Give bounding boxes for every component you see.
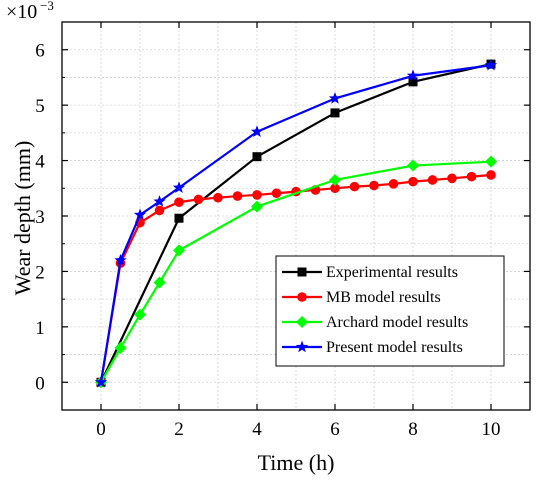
x-tick-label: 8 (408, 419, 418, 440)
legend-label: Archard model results (326, 314, 468, 331)
data-point-square (330, 108, 340, 118)
data-point-circle (174, 197, 184, 207)
y-tick-label: 5 (35, 96, 45, 117)
legend-entry: Present model results (282, 339, 463, 356)
data-point-circle (252, 190, 262, 200)
x-tick-label: 10 (482, 419, 501, 440)
legend-entry: Experimental results (282, 264, 458, 281)
data-point-circle (408, 176, 418, 187)
data-point-circle (330, 183, 340, 194)
data-point-diamond (134, 308, 146, 321)
data-point-diamond (485, 155, 497, 168)
x-tick-label: 0 (96, 419, 106, 440)
data-point-circle (447, 173, 457, 184)
data-point-circle (388, 179, 399, 189)
data-point-star (484, 58, 498, 71)
data-point-circle (154, 205, 165, 216)
series-line (100, 63, 492, 383)
data-point-star (328, 91, 342, 104)
legend-entry: Archard model results (282, 314, 468, 331)
data-point-star (133, 208, 147, 221)
data-point-circle (193, 194, 204, 205)
y-tick-label: 2 (35, 262, 45, 283)
series-group (94, 58, 498, 389)
y-multiplier-base: ×10 (6, 1, 37, 23)
data-point-diamond (251, 200, 263, 213)
data-point-star (295, 340, 309, 353)
x-tick-label: 6 (330, 419, 340, 440)
data-point-star (406, 69, 420, 82)
y-tick-label: 1 (35, 318, 45, 339)
gridlines (62, 22, 530, 410)
data-point-circle (232, 191, 243, 201)
data-point-circle (466, 171, 477, 182)
data-point-star (250, 125, 264, 138)
data-point-circle (271, 188, 282, 199)
x-tick-label: 4 (252, 419, 262, 440)
data-point-star (172, 181, 186, 193)
data-point-square (297, 267, 307, 277)
data-point-circle (427, 175, 438, 185)
y-multiplier-exponent: −3 (40, 0, 54, 13)
axis-ticks: 0 2 4 6 8 10 0 1 2 3 4 5 6 (35, 21, 530, 440)
data-point-diamond (407, 159, 419, 172)
data-point-diamond (296, 316, 308, 328)
legend-label: Present model results (326, 339, 463, 356)
data-point-diamond (153, 276, 166, 289)
legend: Experimental results MB model results Arch… (275, 255, 505, 367)
y-axis-title: Wear depth (mm) (10, 141, 35, 296)
data-point-circle (213, 192, 223, 203)
data-point-circle (349, 181, 360, 192)
series-star (94, 58, 498, 388)
y-tick-label: 3 (35, 207, 45, 228)
legend-label: MB model results (326, 289, 441, 306)
data-point-diamond (173, 244, 185, 257)
data-point-circle (297, 292, 307, 302)
data-point-square (252, 152, 262, 162)
y-tick-label: 4 (35, 152, 45, 173)
data-point-star (94, 375, 108, 388)
series-diamond (95, 155, 497, 389)
legend-entry: MB model results (282, 289, 441, 306)
data-point-star (153, 195, 166, 207)
data-point-circle (369, 180, 379, 191)
y-tick-label: 0 (35, 373, 45, 394)
x-axis-title: Time (h) (258, 450, 335, 475)
data-point-circle (486, 170, 496, 180)
legend-label: Experimental results (326, 264, 458, 281)
data-point-square (174, 213, 184, 223)
y-tick-label: 6 (35, 41, 45, 62)
data-point-square (408, 77, 418, 87)
data-point-diamond (114, 341, 127, 354)
data-point-diamond (329, 173, 341, 186)
data-point-star (114, 253, 127, 266)
x-tick-label: 2 (174, 419, 184, 440)
